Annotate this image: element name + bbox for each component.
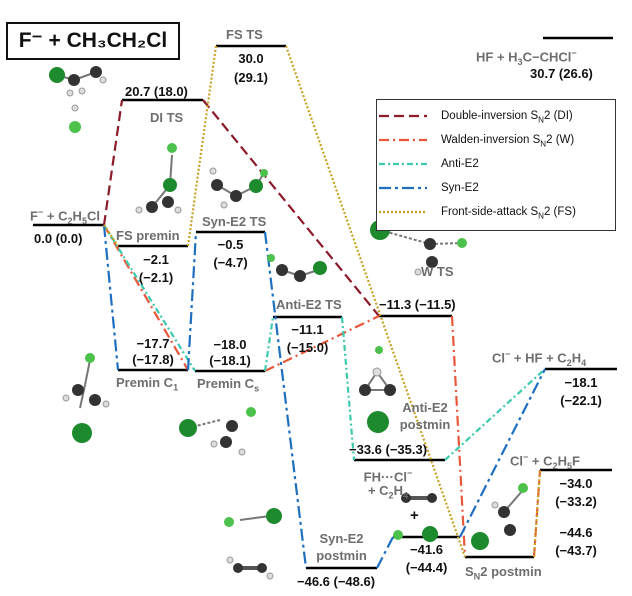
anti-e2-postmin-name-2: postmin [390, 417, 460, 432]
plus-sign: + [410, 508, 419, 523]
di-ts-name: DI TS [150, 110, 183, 125]
anti-e2-postmin-name-1: Anti-E2 [390, 400, 460, 415]
diagram-title: F⁻ + CH₃CH₂Cl [6, 22, 180, 60]
legend-entry: Syn-E2 [377, 180, 613, 196]
syn-e2-ts-energy-2: (−4.7) [196, 255, 265, 270]
molecule-syn-e2-ts [210, 168, 268, 208]
sn2-postmin-name: SN2 postmin [465, 564, 542, 585]
legend-entry: Anti-E2 [377, 156, 613, 172]
legend: Double-inversion SN2 (DI) Walden-inversio… [376, 99, 616, 231]
cl-c2h5f-name: Cl− + C2H5F [510, 450, 580, 474]
molecule-anti-e2-ts [267, 254, 327, 282]
reactants-energy: 0.0 (0.0) [34, 231, 82, 246]
legend-label: Anti-E2 [441, 156, 479, 172]
molecule-fs-premin [136, 143, 181, 213]
fs-ts-energy-1: 30.0 [216, 51, 286, 66]
w-ts-energy: −11.3 (−11.5) [379, 297, 456, 312]
legend-label: Syn-E2 [441, 180, 479, 196]
fh-cl-energy-1: −41.6 [393, 542, 460, 557]
legend-entry: Front-side-attack SN2 (FS) [377, 204, 613, 220]
legend-label: Double-inversion SN2 (DI) [441, 108, 573, 128]
legend-swatch [377, 180, 429, 196]
legend-entry: Walden-inversion SN2 (W) [377, 132, 613, 148]
anti-e2-ts-name: Anti-E2 TS [276, 297, 342, 312]
anti-e2-postmin-energy: −33.6 (−35.3) [349, 442, 427, 457]
fh-cl-energy-2: (−44.4) [393, 560, 460, 575]
molecule-premin-cs [179, 407, 256, 455]
fs-ts-energy-2: (29.1) [216, 70, 286, 85]
premin-c1-energy-2: (−17.8) [115, 352, 191, 367]
premin-cs-energy-2: (−18.1) [195, 353, 265, 368]
anti-e2-ts-energy-1: −11.1 [273, 322, 342, 337]
di-ts-energy: 20.7 (18.0) [125, 84, 188, 99]
fh-cl-name-2: + C2H4 [348, 483, 428, 504]
molecule-sn2-postmin [471, 483, 528, 550]
premin-c1-energy-1: −17.7 [118, 336, 188, 351]
molecule-syn-e2-postmin [224, 508, 282, 579]
fs-premin-energy-2: (−2.1) [128, 270, 184, 285]
legend-entry: Double-inversion SN2 (DI) [377, 108, 613, 124]
fs-ts-name: FS TS [226, 27, 263, 42]
premin-c1-name: Premin C1 [116, 375, 178, 396]
syn-e2-postmin-name-2: postmin [306, 548, 377, 563]
molecule-reactants [49, 66, 106, 133]
syn-e2-postmin-energy: −46.6 (−48.6) [297, 574, 375, 589]
cl-hf-c2h4-energy-1: −18.1 [545, 375, 617, 390]
premin-cs-energy-1: −18.0 [195, 337, 265, 352]
fs-premin-energy-1: −2.1 [128, 252, 184, 267]
syn-e2-postmin-name-1: Syn-E2 [306, 531, 377, 546]
legend-swatch [377, 156, 429, 172]
legend-label: Front-side-attack SN2 (FS) [441, 204, 576, 224]
cl-hf-c2h4-energy-2: (−22.1) [545, 393, 617, 408]
fh-cl-name-1: FH···Cl− [348, 466, 428, 484]
reactants-name: F− + C2H5Cl [30, 205, 100, 229]
hf-h3c-chcl-energy: 30.7 (26.6) [530, 66, 593, 81]
legend-swatch [377, 204, 429, 220]
cl-c2h5f-energy-1: −34.0 [540, 476, 612, 491]
legend-swatch [377, 132, 429, 148]
syn-e2-ts-name: Syn-E2 TS [202, 214, 266, 229]
syn-e2-ts-energy-1: −0.5 [196, 237, 265, 252]
molecule-premin-c1 [63, 353, 109, 443]
cl-hf-c2h4-name: Cl− + HF + C2H4 [492, 347, 586, 371]
sn2-postmin-energy-1: −44.6 [540, 525, 612, 540]
legend-label: Walden-inversion SN2 (W) [441, 132, 574, 152]
fs-premin-name: FS premin [116, 228, 180, 243]
premin-cs-name: Premin Cs [197, 376, 259, 397]
w-ts-name: W TS [421, 264, 454, 279]
cl-c2h5f-energy-2: (−33.2) [540, 494, 612, 509]
anti-e2-ts-energy-2: (−15.0) [273, 340, 342, 355]
sn2-postmin-energy-2: (−43.7) [540, 543, 612, 558]
legend-swatch [377, 108, 429, 124]
